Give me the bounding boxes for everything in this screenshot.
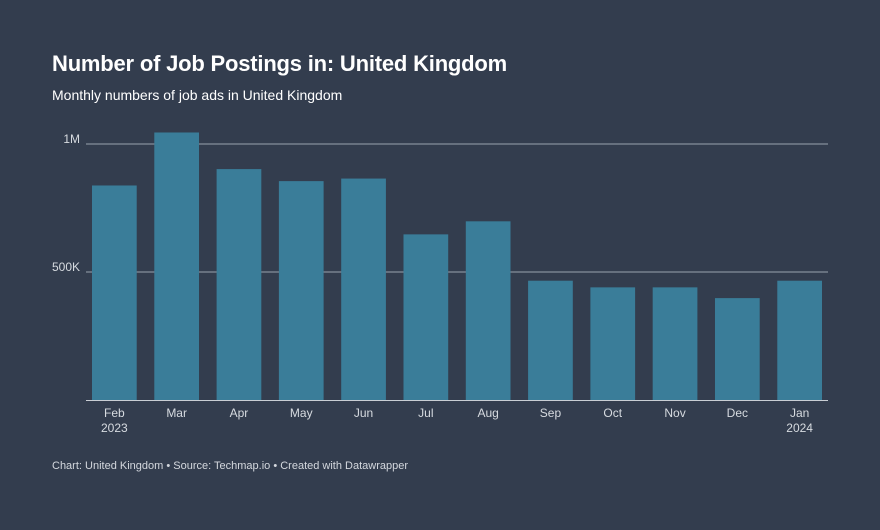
bar-feb: [92, 185, 137, 400]
bar-aug: [465, 221, 511, 400]
x-tick-label: Jan 2024: [786, 406, 813, 435]
bar-dec: [714, 298, 760, 400]
x-tick-label: Nov: [664, 406, 685, 420]
y-tick-label: 500K: [52, 260, 80, 274]
bar-apr: [216, 169, 262, 400]
bar-jun: [341, 178, 386, 400]
bar-nov: [652, 287, 698, 400]
chart-footer: Chart: United Kingdom • Source: Techmap.…: [52, 460, 409, 472]
x-tick-label: Mar: [166, 406, 187, 420]
x-tick-label: Apr: [230, 406, 249, 420]
x-tick-label: Jun: [354, 406, 373, 420]
x-tick-label: Dec: [727, 406, 748, 420]
bar-mar: [154, 132, 200, 401]
x-tick-label: May: [290, 406, 313, 420]
x-tick-label: Oct: [603, 406, 622, 420]
y-tick-label: 1M: [63, 132, 80, 146]
gridlines: [86, 143, 828, 273]
chart-subtitle: Monthly numbers of job ads in United Kin…: [52, 87, 343, 103]
x-axis: Feb 2023 Mar Apr May Jun Jul Aug Sep Oct Nov Dec Jan…: [86, 400, 828, 435]
bars: [92, 132, 822, 401]
x-tick-label: Aug: [477, 406, 498, 420]
bar-may: [278, 181, 324, 400]
y-axis-labels: 500K 1M: [52, 132, 80, 274]
chart-title: Number of Job Postings in: United Kingdo…: [52, 51, 508, 76]
bar-oct: [590, 287, 636, 400]
x-tick-label: Jul: [418, 406, 433, 420]
x-tick-label: Sep: [540, 406, 562, 420]
bar-jul: [403, 234, 449, 400]
x-tick-label: Feb 2023: [101, 406, 128, 435]
bar-jan: [777, 280, 822, 400]
bar-sep: [528, 280, 573, 400]
